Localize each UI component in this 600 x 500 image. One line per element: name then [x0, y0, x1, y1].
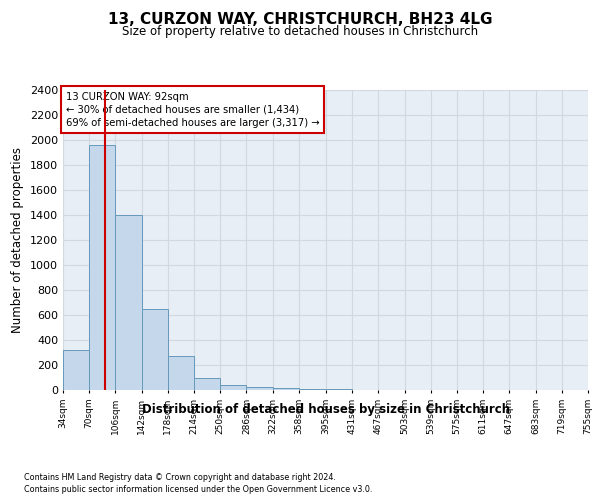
Text: Size of property relative to detached houses in Christchurch: Size of property relative to detached ho… — [122, 25, 478, 38]
Bar — [63, 350, 89, 390]
Text: Distribution of detached houses by size in Christchurch: Distribution of detached houses by size … — [142, 402, 510, 415]
Text: Contains HM Land Registry data © Crown copyright and database right 2024.: Contains HM Land Registry data © Crown c… — [24, 472, 336, 482]
Bar — [89, 145, 115, 390]
Y-axis label: Number of detached properties: Number of detached properties — [11, 147, 25, 333]
Bar — [142, 308, 168, 390]
Bar — [115, 215, 142, 390]
Bar — [168, 356, 194, 390]
Bar — [273, 388, 299, 390]
Bar — [194, 378, 220, 390]
Bar — [220, 385, 247, 390]
Text: 13, CURZON WAY, CHRISTCHURCH, BH23 4LG: 13, CURZON WAY, CHRISTCHURCH, BH23 4LG — [108, 12, 492, 28]
Text: Contains public sector information licensed under the Open Government Licence v3: Contains public sector information licen… — [24, 485, 373, 494]
Bar — [299, 389, 325, 390]
Text: 13 CURZON WAY: 92sqm
← 30% of detached houses are smaller (1,434)
69% of semi-de: 13 CURZON WAY: 92sqm ← 30% of detached h… — [65, 92, 319, 128]
Bar — [247, 387, 273, 390]
